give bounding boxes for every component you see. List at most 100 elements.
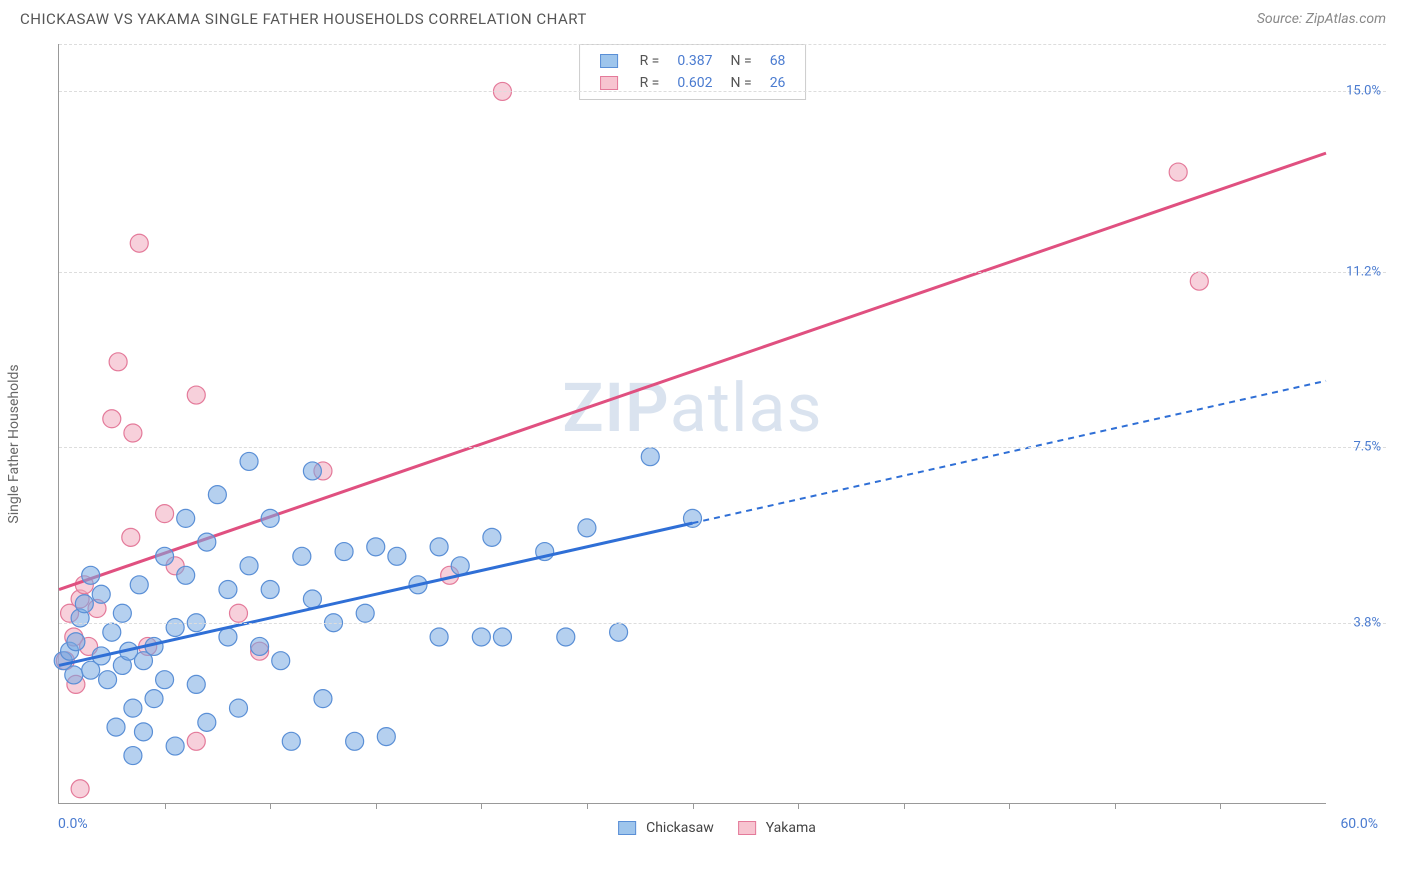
chickasaw-point xyxy=(472,628,490,646)
chickasaw-point xyxy=(177,509,195,527)
y-tick-label: 15.0% xyxy=(1346,84,1381,99)
chickasaw-point xyxy=(166,737,184,755)
yakama-point xyxy=(124,424,142,442)
chickasaw-point xyxy=(282,732,300,750)
chickasaw-point xyxy=(156,671,174,689)
x-tick xyxy=(1115,803,1116,809)
chickasaw-point xyxy=(166,618,184,636)
chart-container: Single Father Households ZIPatlas R = 0.… xyxy=(48,34,1386,854)
stats-n-label-1: N = xyxy=(723,51,760,71)
chickasaw-point xyxy=(483,528,501,546)
chickasaw-point xyxy=(113,604,131,622)
plot-svg xyxy=(59,44,1326,803)
chickasaw-point xyxy=(103,623,121,641)
chickasaw-point xyxy=(130,576,148,594)
chickasaw-point xyxy=(303,590,321,608)
chickasaw-point xyxy=(641,448,659,466)
y-axis-label: Single Father Households xyxy=(6,364,22,523)
stats-row-2: R = 0.602 N = 26 xyxy=(592,73,794,93)
yakama-point xyxy=(1169,163,1187,181)
chickasaw-point xyxy=(388,547,406,565)
yakama-point xyxy=(130,234,148,252)
chickasaw-point xyxy=(335,543,353,561)
x-tick xyxy=(376,803,377,809)
chickasaw-point xyxy=(557,628,575,646)
x-axis-min-label: 0.0% xyxy=(58,816,88,832)
x-tick xyxy=(165,803,166,809)
chickasaw-point xyxy=(430,538,448,556)
yakama-point xyxy=(156,505,174,523)
x-axis-max-label: 60.0% xyxy=(1340,816,1378,832)
chickasaw-trendline-dash xyxy=(693,381,1327,523)
chickasaw-point xyxy=(356,604,374,622)
y-tick-label: 3.8% xyxy=(1353,615,1381,630)
chickasaw-point xyxy=(451,557,469,575)
yakama-point xyxy=(103,410,121,428)
gridline-h xyxy=(59,44,1386,45)
chickasaw-point xyxy=(610,623,628,641)
stats-r-value-1: 0.387 xyxy=(669,51,720,71)
chickasaw-point xyxy=(208,486,226,504)
yakama-point xyxy=(187,732,205,750)
chickasaw-point xyxy=(92,585,110,603)
yakama-point xyxy=(187,386,205,404)
x-tick xyxy=(798,803,799,809)
yakama-point xyxy=(71,780,89,798)
chart-source: Source: ZipAtlas.com xyxy=(1257,11,1386,27)
chickasaw-point xyxy=(219,628,237,646)
yakama-point xyxy=(109,353,127,371)
chickasaw-point xyxy=(346,732,364,750)
chickasaw-point xyxy=(430,628,448,646)
yakama-point xyxy=(122,528,140,546)
y-tick-label: 11.2% xyxy=(1346,264,1381,279)
chickasaw-point xyxy=(65,666,83,684)
chickasaw-point xyxy=(198,713,216,731)
x-tick xyxy=(904,803,905,809)
yakama-point xyxy=(1190,272,1208,290)
chickasaw-point xyxy=(303,462,321,480)
bottom-legend-swatch-chickasaw xyxy=(618,821,636,835)
stats-n-value-2: 26 xyxy=(762,73,794,93)
chickasaw-point xyxy=(261,581,279,599)
bottom-legend-item-yakama: Yakama xyxy=(738,820,816,836)
chickasaw-point xyxy=(219,581,237,599)
gridline-h xyxy=(59,447,1386,448)
chickasaw-point xyxy=(134,723,152,741)
stats-n-label-2: N = xyxy=(723,73,760,93)
chickasaw-point xyxy=(272,652,290,670)
y-tick-label: 7.5% xyxy=(1353,440,1381,455)
chickasaw-point xyxy=(493,628,511,646)
chickasaw-point xyxy=(240,452,258,470)
chickasaw-point xyxy=(75,595,93,613)
chickasaw-point xyxy=(156,547,174,565)
x-tick xyxy=(481,803,482,809)
chickasaw-point xyxy=(177,566,195,584)
plot-area: ZIPatlas R = 0.387 N = 68 R = 0.602 N = … xyxy=(58,44,1326,804)
chickasaw-point xyxy=(261,509,279,527)
chickasaw-point xyxy=(124,699,142,717)
gridline-h xyxy=(59,91,1386,92)
chickasaw-point xyxy=(377,728,395,746)
stats-swatch-1 xyxy=(600,54,618,68)
chickasaw-point xyxy=(107,718,125,736)
chickasaw-point xyxy=(145,690,163,708)
stats-legend-table: R = 0.387 N = 68 R = 0.602 N = 26 xyxy=(590,49,796,95)
chickasaw-point xyxy=(67,633,85,651)
stats-swatch-2 xyxy=(600,76,618,90)
chickasaw-point xyxy=(314,690,332,708)
bottom-legend-swatch-yakama xyxy=(738,821,756,835)
chickasaw-point xyxy=(293,547,311,565)
bottom-legend: Chickasaw Yakama xyxy=(618,820,816,836)
stats-r-label-1: R = xyxy=(632,51,668,71)
chickasaw-point xyxy=(124,747,142,765)
chickasaw-point xyxy=(240,557,258,575)
gridline-h xyxy=(59,623,1386,624)
stats-r-label-2: R = xyxy=(632,73,668,93)
chickasaw-point xyxy=(367,538,385,556)
chart-title: CHICKASAW VS YAKAMA SINGLE FATHER HOUSEH… xyxy=(20,10,587,28)
chickasaw-point xyxy=(99,671,117,689)
yakama-point xyxy=(229,604,247,622)
x-tick xyxy=(1220,803,1221,809)
bottom-legend-label-chickasaw: Chickasaw xyxy=(646,820,714,836)
stats-r-value-2: 0.602 xyxy=(669,73,720,93)
